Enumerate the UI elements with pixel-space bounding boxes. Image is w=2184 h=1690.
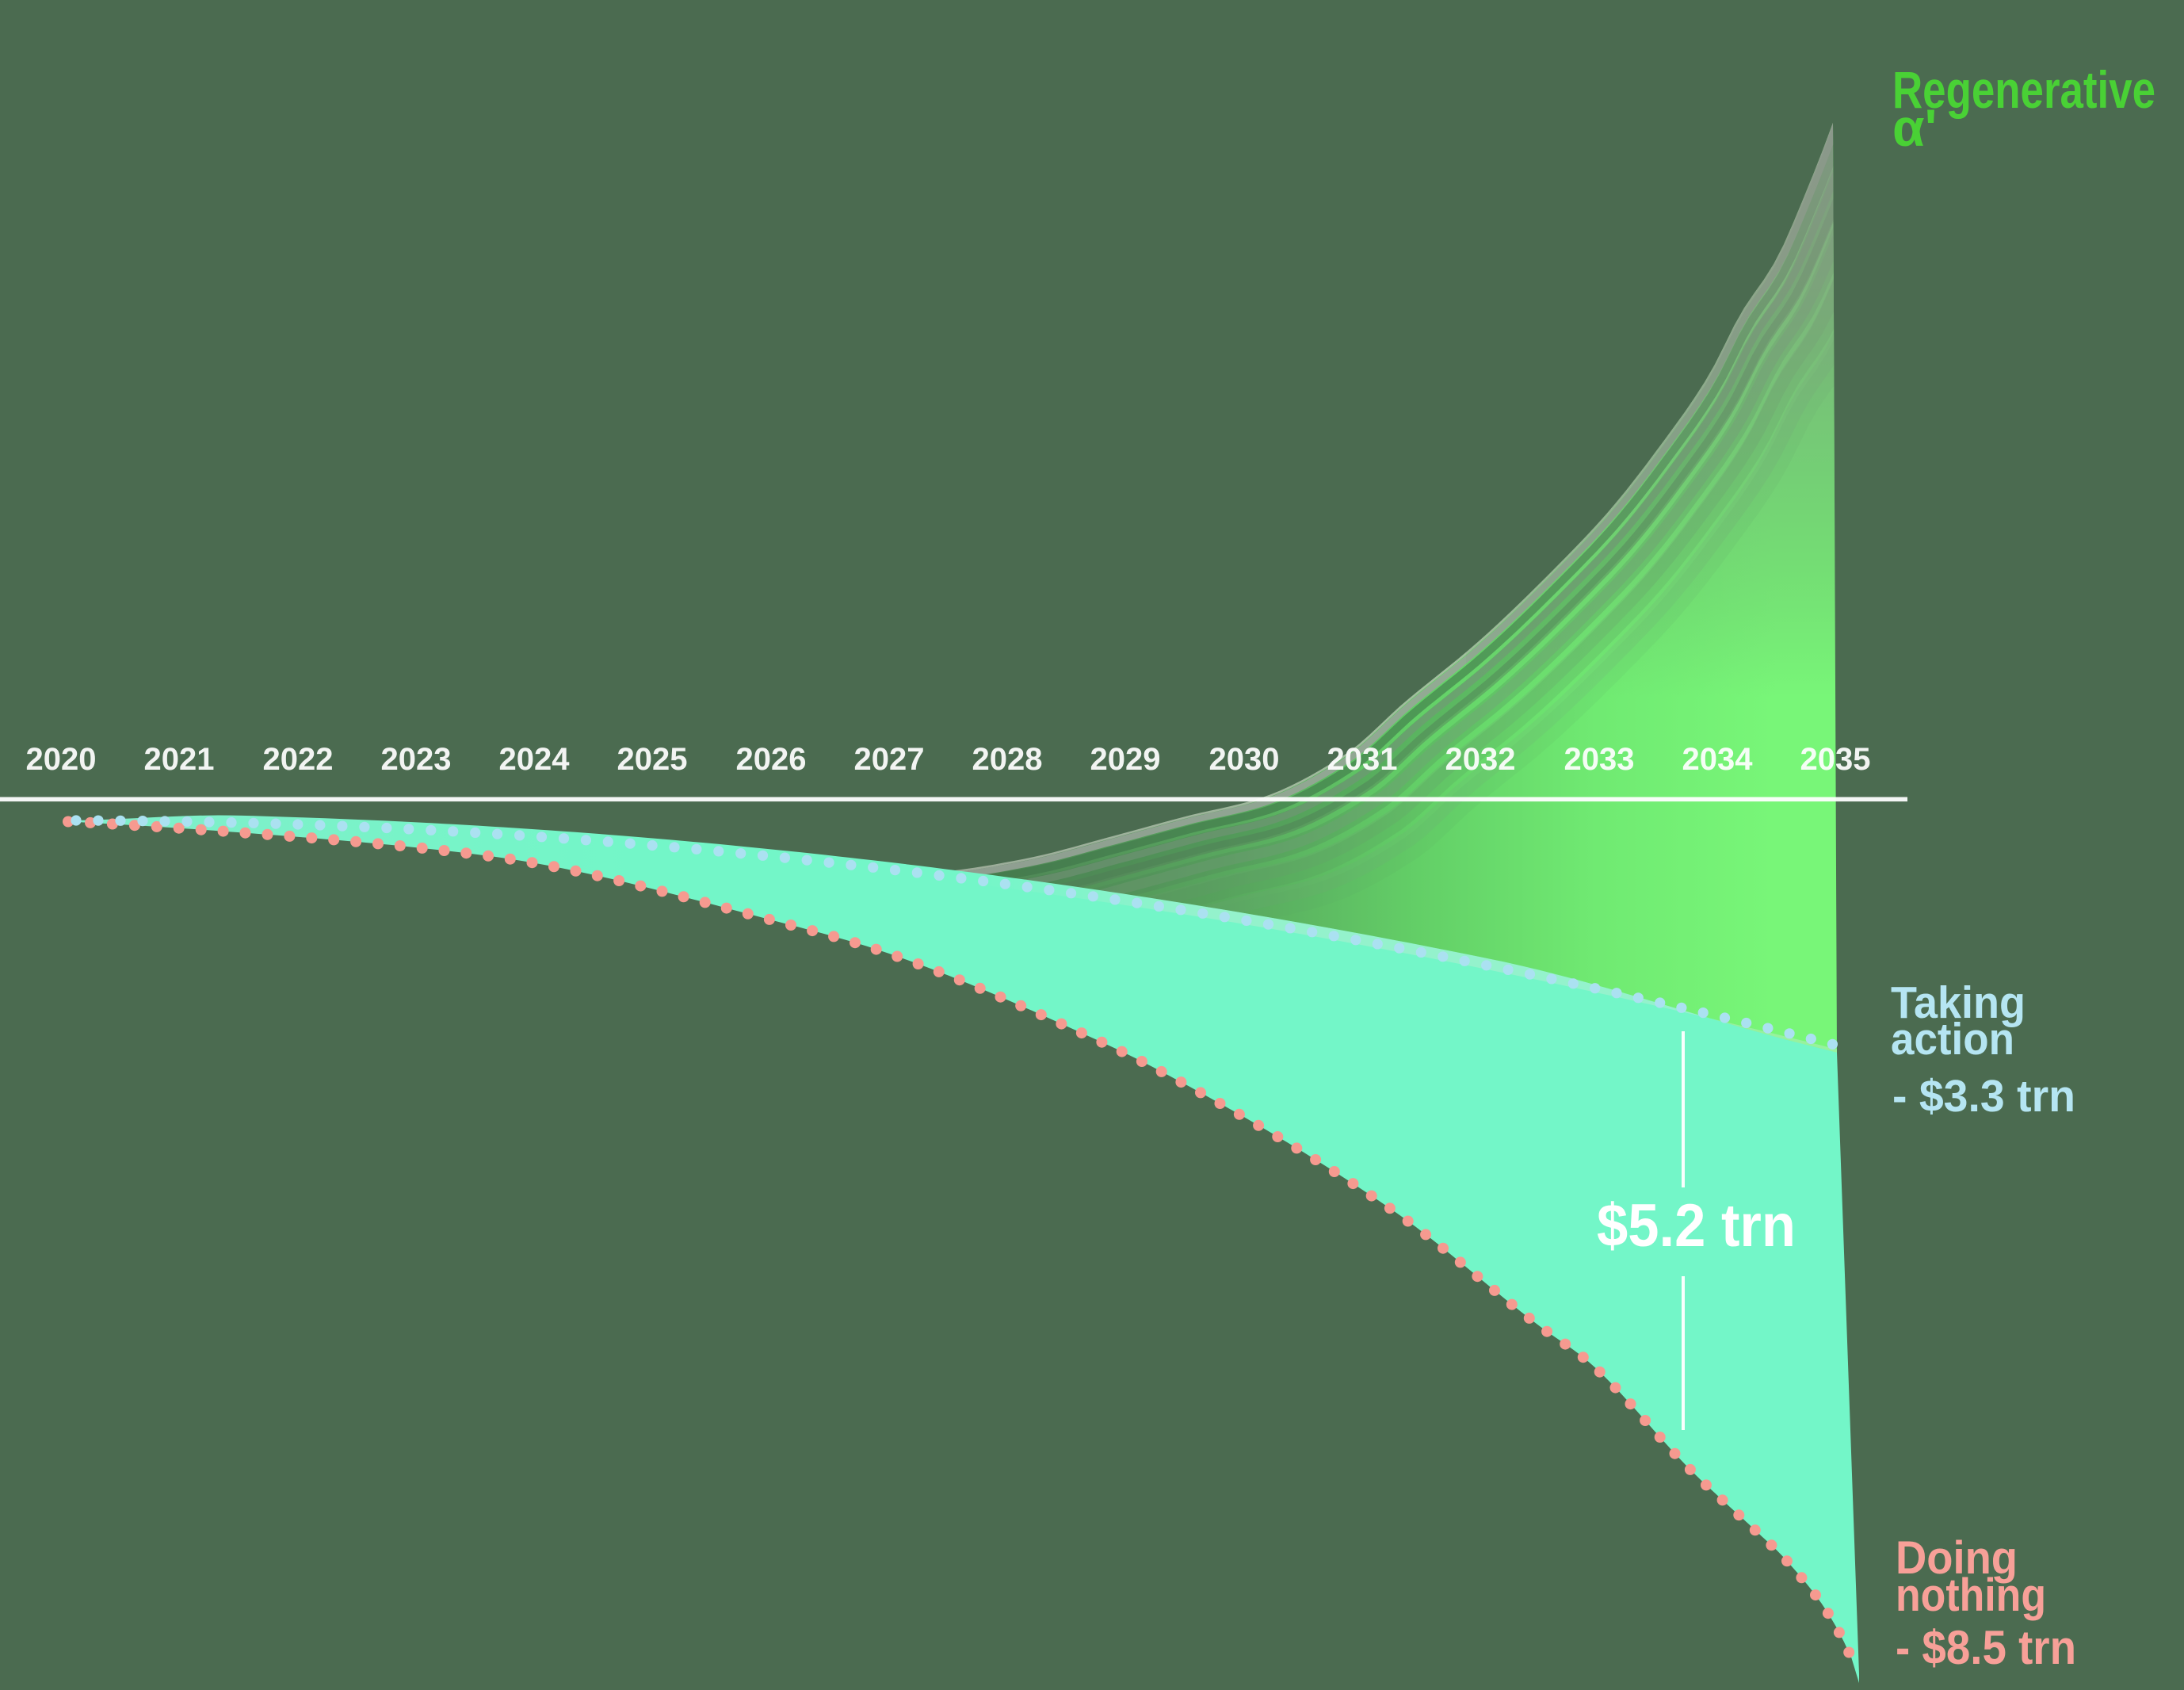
svg-text:2020: 2020 bbox=[26, 742, 97, 777]
svg-text:Regenerative: Regenerative bbox=[1892, 60, 2155, 119]
svg-text:Doing: Doing bbox=[1896, 1532, 2018, 1584]
svg-text:2024: 2024 bbox=[499, 742, 571, 777]
svg-text:- $3.3 trn: - $3.3 trn bbox=[1892, 1071, 2075, 1122]
svg-text:2032: 2032 bbox=[1445, 742, 1516, 777]
svg-text:2031: 2031 bbox=[1327, 742, 1398, 777]
svg-text:$5.2 trn: $5.2 trn bbox=[1597, 1192, 1796, 1260]
svg-text:2021: 2021 bbox=[144, 742, 215, 777]
svg-text:2029: 2029 bbox=[1090, 742, 1161, 777]
svg-text:- $8.5 trn: - $8.5 trn bbox=[1896, 1621, 2076, 1674]
svg-text:2022: 2022 bbox=[263, 742, 334, 777]
svg-text:2023: 2023 bbox=[381, 742, 452, 777]
svg-text:2027: 2027 bbox=[854, 742, 925, 777]
svg-text:α': α' bbox=[1892, 98, 1937, 157]
svg-text:2028: 2028 bbox=[972, 742, 1043, 777]
svg-text:2035: 2035 bbox=[1800, 742, 1871, 777]
svg-text:2034: 2034 bbox=[1682, 742, 1754, 777]
svg-text:2026: 2026 bbox=[736, 742, 807, 777]
svg-text:nothing: nothing bbox=[1896, 1570, 2046, 1621]
svg-text:2030: 2030 bbox=[1209, 742, 1280, 777]
svg-text:2033: 2033 bbox=[1564, 742, 1635, 777]
svg-text:2025: 2025 bbox=[617, 742, 688, 777]
svg-text:Taking: Taking bbox=[1891, 977, 2026, 1028]
svg-text:action: action bbox=[1891, 1014, 2014, 1065]
